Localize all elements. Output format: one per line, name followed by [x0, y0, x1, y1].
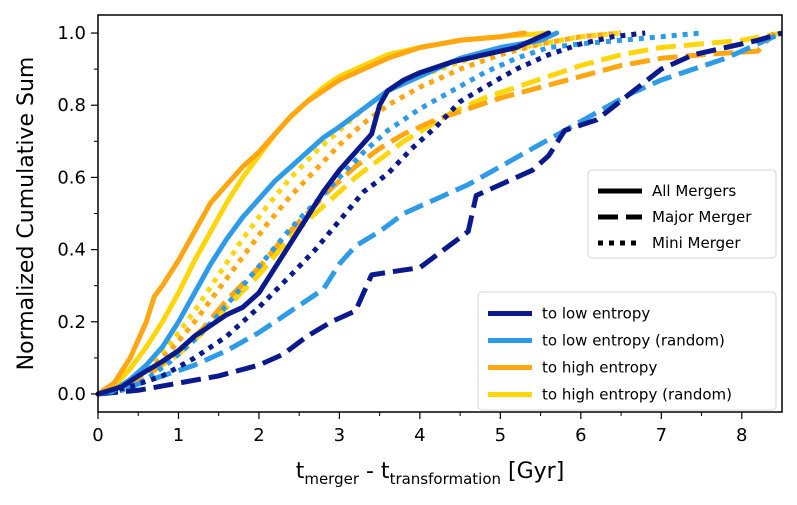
series-to-high-entropy-random-mini-merger [97, 30, 622, 397]
series-to-high-entropy-all-mergers [95, 30, 527, 397]
y-tick-label-0.6: 0.6 [57, 167, 86, 188]
y-tick-label-0.8: 0.8 [57, 95, 86, 116]
style-legend-label-2: Mini Merger [652, 234, 741, 252]
style-legend: All Mergers Major Merger Mini Merger [587, 169, 777, 259]
x-tick-label-5: 5 [495, 425, 506, 446]
x-tick-label-2: 2 [253, 425, 264, 446]
x-tick-label-8: 8 [736, 425, 747, 446]
x-axis-label: tmerger - ttransformation [Gyr] [296, 459, 565, 488]
x-label-t-merger: t [296, 459, 305, 484]
x-tick-label-6: 6 [575, 425, 586, 446]
series-to-low-entropy-all-mergers [95, 30, 552, 397]
color-legend-label-3: to high entropy (random) [542, 386, 732, 404]
x-tick-label-0: 0 [92, 425, 103, 446]
series-to-low-entropy-random-mini-merger [97, 30, 702, 397]
x-tick-label-7: 7 [656, 425, 667, 446]
x-tick-label-3: 3 [334, 425, 345, 446]
y-tick-label-1.0: 1.0 [57, 23, 86, 44]
y-tick-label-0.4: 0.4 [57, 240, 86, 261]
color-legend-label-0: to low entropy [542, 305, 650, 323]
x-label-sub-merger: merger [304, 470, 359, 488]
x-label-sub-transformation: transformation [390, 470, 501, 488]
color-legend-frame [477, 291, 777, 411]
y-tick-label-0.0: 0.0 [57, 384, 86, 405]
x-tick-label-1: 1 [173, 425, 184, 446]
style-legend-label-1: Major Merger [652, 208, 752, 226]
x-tick-label-4: 4 [414, 425, 425, 446]
series-to-low-entropy-mini-merger [97, 30, 646, 397]
series-to-low-entropy-random-major-merger [97, 30, 784, 397]
style-legend-label-0: All Mergers [652, 182, 736, 200]
series-layer [95, 30, 784, 397]
y-tick-label-0.2: 0.2 [57, 312, 86, 333]
y-axis-label: Normalized Cumulative Sum [14, 57, 39, 371]
x-label-mid: - t [359, 459, 390, 484]
color-legend: to low entropy to low entropy (random) to … [477, 291, 777, 411]
axes-layer: 0 1 2 3 4 5 6 7 8 0.0 0.2 0.4 0.6 0.8 1.0 [57, 23, 747, 446]
series-to-low-entropy-major-merger [97, 30, 783, 397]
color-legend-label-2: to high entropy [542, 359, 657, 377]
color-legend-label-1: to low entropy (random) [542, 332, 725, 350]
x-label-unit: [Gyr] [501, 459, 564, 484]
